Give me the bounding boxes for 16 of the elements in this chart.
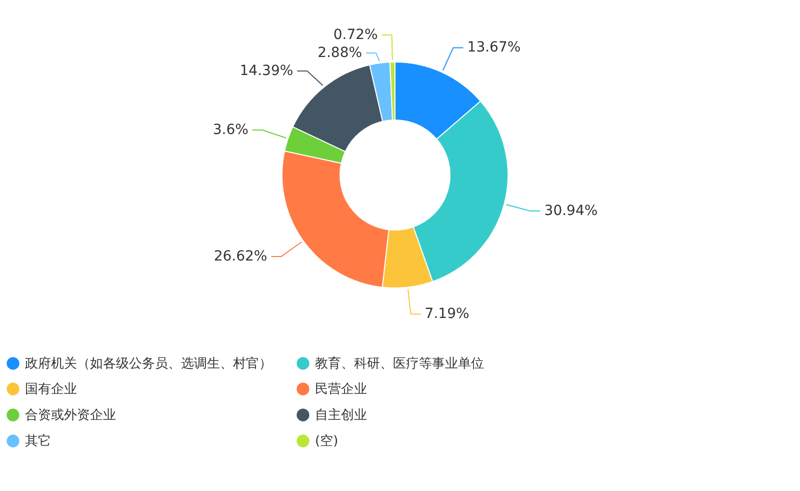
data-label: 3.6% xyxy=(212,122,248,138)
legend-label: 合资或外资企业 xyxy=(25,408,116,423)
data-label: 13.67% xyxy=(467,40,521,56)
data-label: 14.39% xyxy=(240,63,294,80)
legend-label: 政府机关（如各级公务员、选调生、村官） xyxy=(25,355,272,372)
data-label: 2.88% xyxy=(318,45,362,62)
legend-label: (空) xyxy=(315,434,338,449)
legend-label: 国有企业 xyxy=(25,382,77,397)
data-label: 26.62% xyxy=(214,248,268,265)
legend-label: 其它 xyxy=(25,433,51,449)
data-label: 0.72% xyxy=(333,27,378,44)
legend-label: 教育、科研、医疗等事业单位 xyxy=(315,355,484,372)
data-label: 30.94% xyxy=(544,202,598,219)
legend-label: 自主创业 xyxy=(315,407,367,423)
data-label: 7.19% xyxy=(424,306,470,322)
legend-label: 民营企业 xyxy=(315,382,367,397)
